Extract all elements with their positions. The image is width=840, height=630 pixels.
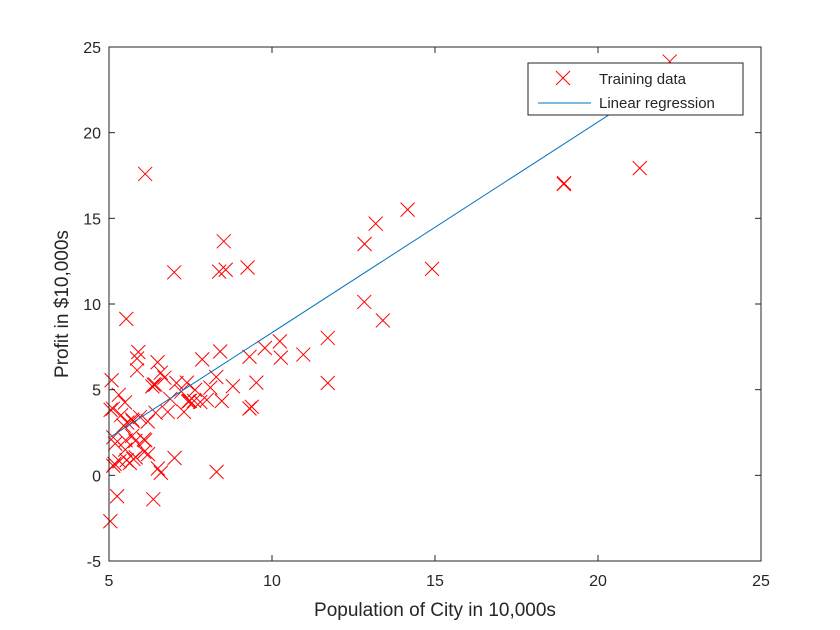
legend-marker-training-data: [555, 70, 571, 86]
data-point: [145, 379, 160, 394]
data-point: [124, 412, 140, 428]
data-point: [216, 233, 232, 249]
data-point: [167, 450, 182, 466]
plot-area: [109, 47, 761, 561]
data-point: [181, 393, 197, 409]
data-point: [218, 262, 234, 278]
data-point: [116, 418, 132, 434]
x-tick-label: 10: [263, 573, 281, 590]
data-point: [102, 513, 118, 529]
data-point: [117, 442, 133, 457]
data-point: [375, 313, 391, 328]
x-tick-label: 5: [105, 573, 114, 590]
data-point: [424, 261, 440, 277]
y-tick-label: 15: [83, 211, 101, 228]
data-point: [130, 344, 146, 360]
data-point: [150, 354, 165, 370]
data-point: [129, 351, 145, 366]
data-point: [112, 453, 127, 469]
data-point: [176, 404, 192, 420]
data-point: [105, 401, 121, 417]
x-tick-label: 25: [752, 573, 770, 590]
data-point: [145, 491, 161, 507]
data-point: [166, 264, 182, 280]
data-point: [211, 264, 227, 279]
data-point: [199, 392, 215, 408]
data-point: [240, 260, 255, 275]
data-point: [242, 349, 257, 365]
data-point: [148, 405, 163, 421]
data-point: [273, 350, 289, 365]
data-point: [118, 311, 134, 327]
data-point: [208, 369, 224, 385]
data-point: [113, 407, 129, 423]
data-point: [186, 393, 202, 409]
data-point: [124, 428, 140, 444]
data-point: [140, 414, 156, 429]
data-point: [225, 378, 241, 394]
data-point: [257, 340, 273, 356]
ticks-layer: 5 10 15 20 25 -5 0 5 10 15 20 25: [83, 40, 770, 590]
data-point: [136, 444, 152, 460]
data-point: [209, 464, 224, 480]
data-point: [295, 347, 311, 362]
data-point: [137, 166, 153, 182]
legend-box: [527, 62, 744, 116]
data-point: [104, 372, 119, 388]
data-point: [109, 488, 125, 504]
data-point: [194, 351, 210, 367]
y-axis-label: Profit in $10,000s: [52, 230, 73, 378]
data-point: [320, 375, 336, 391]
data-point: [179, 375, 195, 390]
regression-line: [109, 75, 670, 438]
data-point: [107, 436, 123, 451]
legend-label-training-data: Training data: [599, 71, 687, 88]
y-tick-label: 20: [83, 126, 101, 143]
data-point: [117, 394, 133, 410]
data-point: [150, 461, 166, 476]
x-tick-label: 20: [589, 573, 607, 590]
data-point: [212, 344, 228, 359]
y-tick-label: 10: [83, 297, 101, 314]
data-point: [357, 236, 372, 252]
data-point: [140, 446, 156, 462]
data-point: [157, 370, 172, 386]
data-point: [160, 404, 176, 420]
data-point: [214, 393, 230, 409]
data-point: [368, 216, 384, 231]
y-tick-label: 0: [92, 468, 101, 485]
data-point: [129, 362, 145, 378]
legend: Training data Linear regression: [527, 62, 744, 116]
data-point: [248, 375, 264, 390]
y-tick-label: 5: [92, 383, 101, 400]
data-point: [203, 380, 218, 395]
y-tick-label: 25: [83, 40, 101, 57]
data-point: [356, 294, 372, 310]
data-point: [632, 160, 648, 176]
x-axis-label: Population of City in 10,000s: [314, 600, 556, 621]
data-point: [192, 394, 208, 410]
data-point: [147, 377, 163, 393]
legend-label-linear-regression: Linear regression: [599, 95, 715, 112]
data-point: [126, 451, 141, 467]
x-tick-label: 15: [426, 573, 444, 590]
data-point: [132, 409, 148, 425]
data-point: [242, 401, 257, 416]
data-point: [400, 202, 415, 217]
data-point: [153, 365, 169, 381]
data-point: [169, 375, 184, 391]
y-tick-label: -5: [87, 554, 101, 571]
data-point: [153, 465, 169, 481]
data-point: [556, 175, 572, 191]
data-point: [103, 402, 118, 418]
data-point: [320, 330, 336, 346]
series-layer: [102, 54, 678, 529]
data-point: [128, 433, 143, 449]
data-point: [272, 333, 288, 349]
data-point: [107, 456, 122, 472]
